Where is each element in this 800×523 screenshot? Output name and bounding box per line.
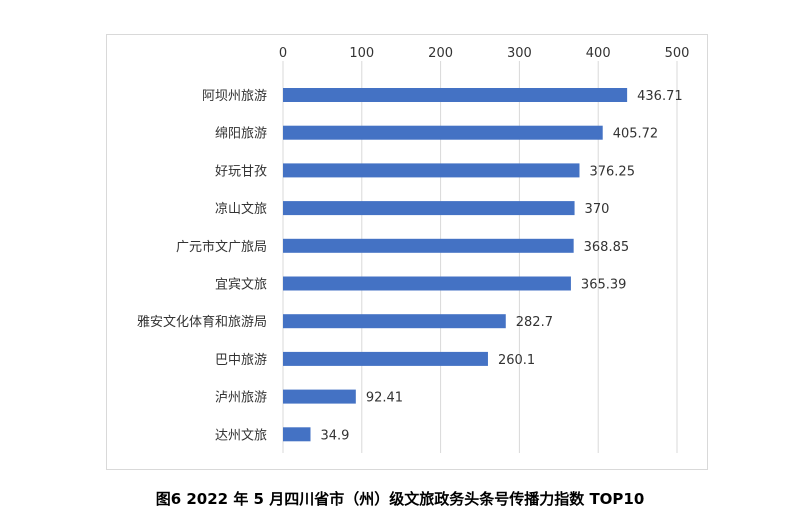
bar [283,276,571,291]
category-label: 巴中旅游 [215,353,267,368]
bar [283,314,506,329]
data-label: 282.7 [516,315,553,330]
bar [283,427,311,442]
bar [283,201,575,216]
data-label: 34.9 [321,428,350,443]
x-tick-label: 400 [586,46,611,61]
x-tick-label: 500 [665,46,690,61]
figure-caption: 图6 2022 年 5 月四川省市（州）级文旅政务头条号传播力指数 TOP10 [155,490,645,508]
data-label: 92.41 [366,391,403,406]
x-tick-label: 300 [507,46,532,61]
data-label: 365.39 [581,278,627,293]
bar [283,238,574,253]
data-label: 405.72 [613,127,659,142]
category-label: 绵阳旅游 [215,127,267,142]
bar [283,389,356,404]
category-label: 泸州旅游 [215,391,267,406]
bar [283,163,580,178]
data-label: 376.25 [589,164,635,179]
bar-chart: 0 100 200 300 400 500 阿坝州旅游 436.71 绵阳旅游 405.72 好玩甘… [137,46,690,453]
data-label: 260.1 [498,353,535,368]
bar [283,125,603,140]
data-label: 436.71 [637,89,683,104]
bar [283,351,488,366]
category-label: 雅安文化体育和旅游局 [137,314,267,330]
category-label: 宜宾文旅 [215,277,267,293]
category-label: 广元市文广旅局 [176,239,267,255]
category-label: 达州文旅 [215,428,267,443]
chart-frame: 0 100 200 300 400 500 阿坝州旅游 436.71 绵阳旅游 405.72 好玩甘… [106,34,708,470]
data-label: 370 [585,202,610,217]
category-label: 好玩甘孜 [215,164,267,179]
x-tick-label: 0 [279,46,287,61]
category-label: 凉山文旅 [215,202,267,217]
x-tick-label: 100 [349,46,374,61]
bar [283,88,628,102]
x-tick-label: 200 [428,46,453,61]
data-label: 368.85 [584,240,630,255]
category-label: 阿坝州旅游 [202,89,267,104]
